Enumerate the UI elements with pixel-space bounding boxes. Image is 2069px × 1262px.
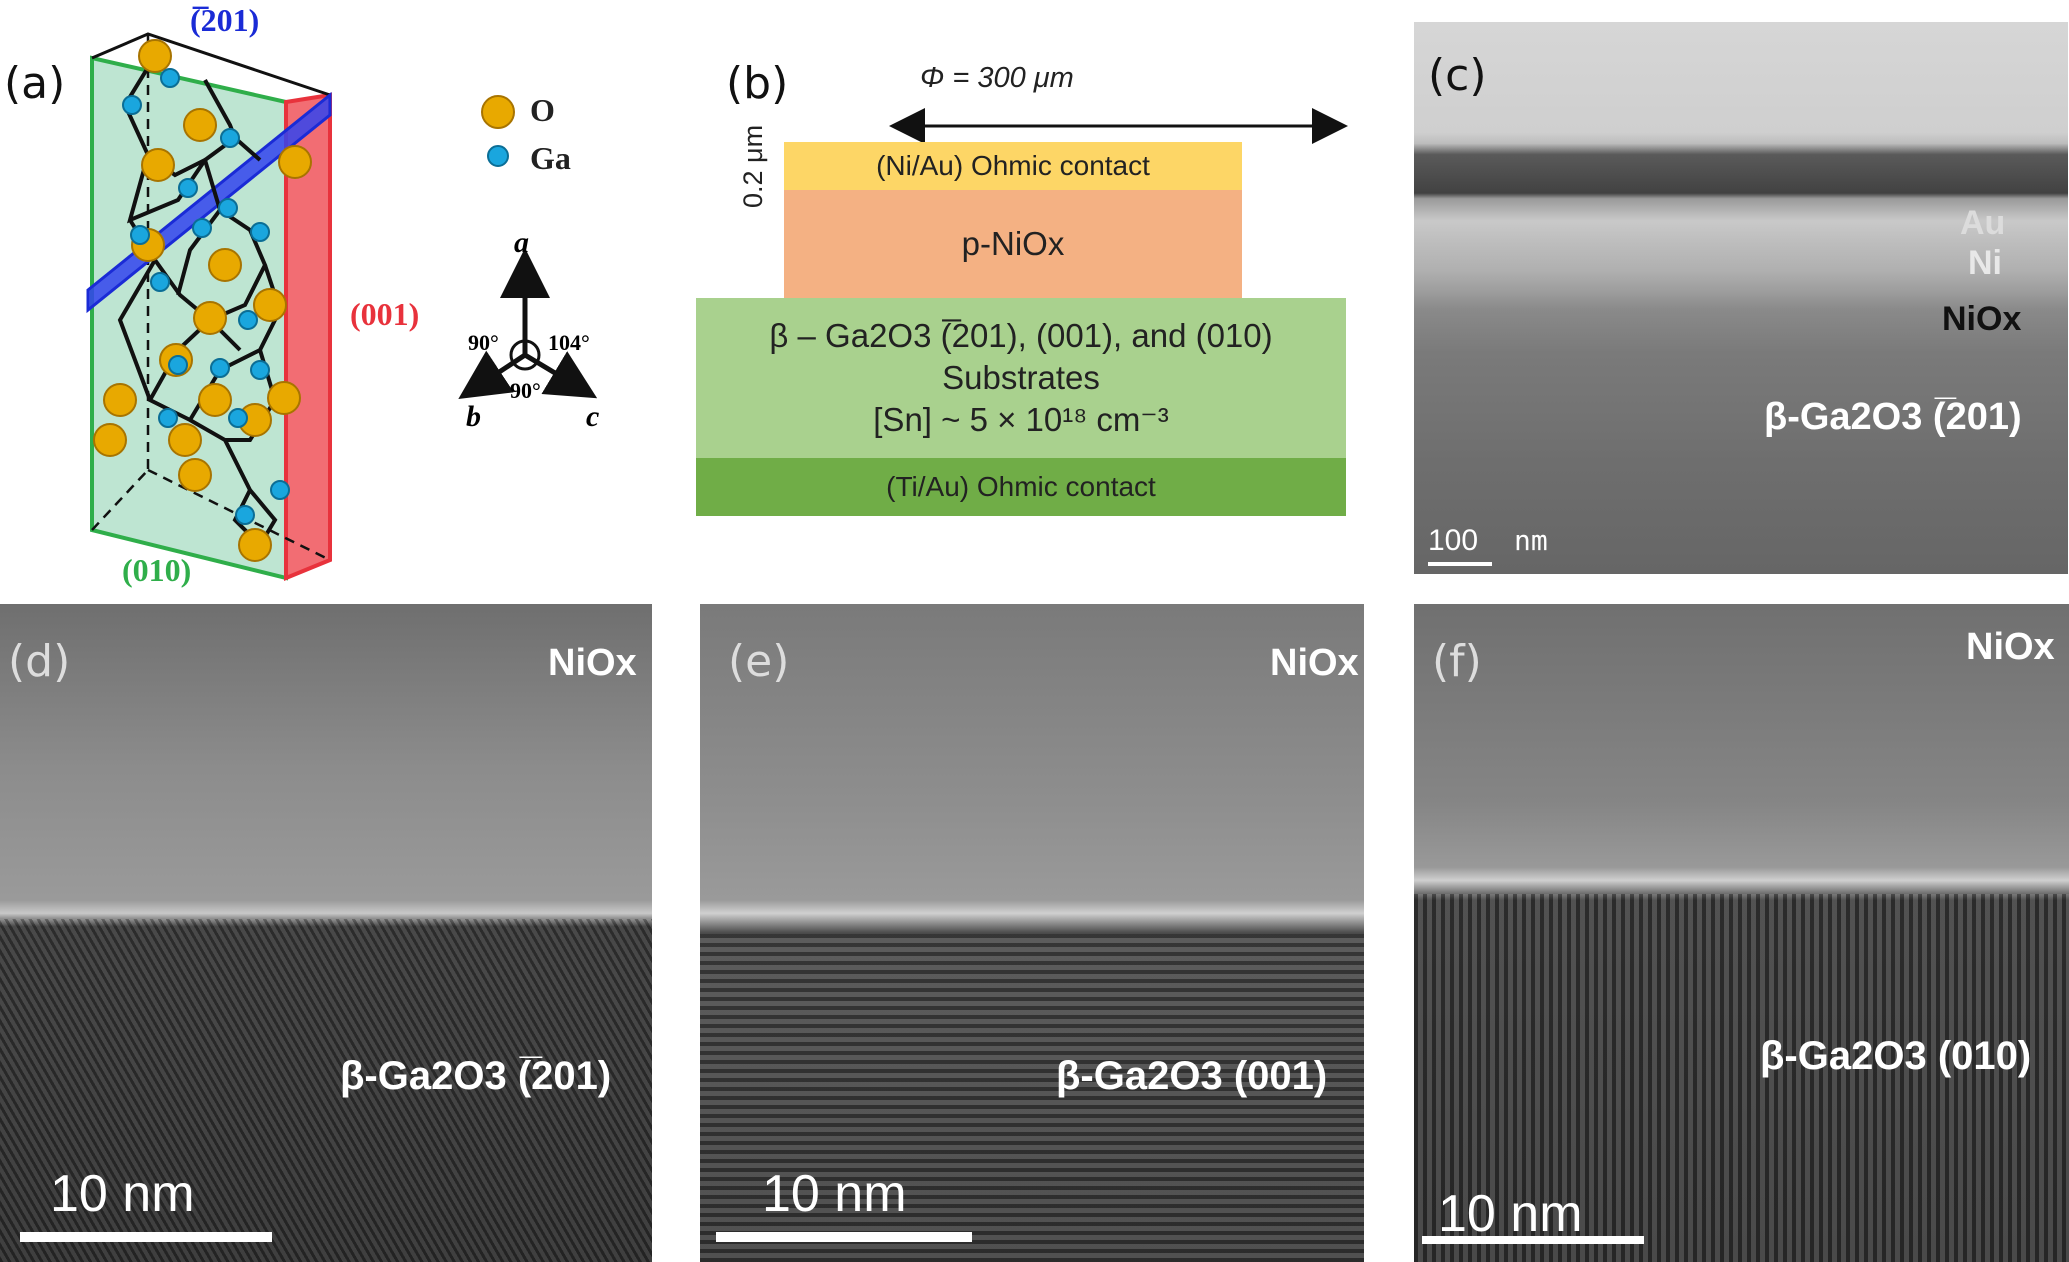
- panel-a-label: (a): [4, 58, 66, 109]
- gallium-legend-icon: [487, 145, 509, 167]
- layer-ni-label: Ni: [1968, 244, 2002, 282]
- angle-ab-label: 90°: [468, 330, 499, 355]
- panel-b: (b) Φ = 300 μm 0.2 μm (Ni/Au) Ohmic cont…: [680, 0, 1348, 600]
- axis-a-label: a: [514, 226, 529, 259]
- panel-b-label: (b): [726, 58, 789, 109]
- scale-text-e: 10 nm: [762, 1165, 907, 1223]
- plane-001-label: (001): [350, 296, 420, 332]
- scale-text-d: 10 nm: [50, 1165, 195, 1223]
- oxygen-legend-icon: [481, 95, 515, 129]
- panel-f-tem-image: (f) NiOx β-Ga2O3 (010) 10 nm: [1414, 604, 2069, 1262]
- scale-value-c: 100: [1428, 524, 1479, 557]
- nio-label-d: NiOx: [548, 642, 637, 684]
- gallium-atoms: [122, 68, 290, 525]
- thickness-label: 0.2 μm: [738, 124, 768, 208]
- top-contact-layer: (Ni/Au) Ohmic contact: [784, 142, 1242, 190]
- panel-d-label: (d): [8, 636, 71, 687]
- panel-c-tem-image: (c) Au Ni NiOx β-Ga2O3 (̅201) 100 nm: [1414, 22, 2068, 574]
- scale-bar-f: [1422, 1236, 1644, 1244]
- atom-legend-icons: [481, 95, 515, 167]
- scale-bar-e: [716, 1232, 972, 1242]
- substrate-label-c: β-Ga2O3 (̅201): [1764, 396, 2022, 438]
- axis-c-label: c: [586, 400, 600, 433]
- angle-bc-label: 90°: [510, 378, 541, 403]
- substrate-line-2: Substrates: [942, 359, 1100, 396]
- legend-gallium-label: Ga: [530, 140, 571, 176]
- panel-d-tem-image: (d) NiOx β-Ga2O3 (̅201) 10 nm: [0, 604, 652, 1262]
- layer-au-label: Au: [1960, 204, 2006, 242]
- scale-bar-c: [1428, 562, 1492, 566]
- nio-label-e: NiOx: [1270, 642, 1359, 684]
- crystal-structure-diagram: [86, 32, 332, 581]
- panel-e-tem-image: (e) NiOx β-Ga2O3 (001) 10 nm: [700, 604, 1364, 1262]
- diameter-label: Φ = 300 μm: [920, 62, 1074, 94]
- nio-label-f: NiOx: [1966, 626, 2055, 668]
- oxygen-atoms: [93, 39, 312, 562]
- legend-oxygen-label: O: [530, 92, 555, 128]
- panel-e-label: (e): [728, 636, 790, 687]
- panel-a: (a): [0, 0, 660, 600]
- nio-layer: p-NiOx: [784, 190, 1242, 298]
- axis-b-label: b: [466, 400, 481, 433]
- scale-unit-c: nm: [1514, 524, 1548, 557]
- substrate-label-f: β-Ga2O3 (010): [1760, 1034, 2032, 1078]
- plane-001-face: [284, 92, 332, 581]
- substrate-line-1: β – Ga2O3 (̅201), (001), and (010): [769, 317, 1273, 354]
- substrate-layer: β – Ga2O3 (̅201), (001), and (010) Subst…: [696, 298, 1346, 458]
- crystal-axes-icon: [458, 248, 598, 400]
- substrate-label-e: β-Ga2O3 (001): [1056, 1054, 1328, 1098]
- scale-text-f: 10 nm: [1438, 1185, 1583, 1243]
- scale-bar-d: [20, 1232, 272, 1242]
- panel-f-label: (f): [1432, 636, 1482, 687]
- plane-201-label: (̅201): [190, 2, 260, 38]
- layer-nio-label: NiOx: [1942, 300, 2022, 338]
- angle-ac-label: 104°: [548, 330, 590, 355]
- bottom-contact-layer: (Ti/Au) Ohmic contact: [696, 458, 1346, 516]
- plane-010-label: (010): [122, 552, 192, 588]
- substrate-line-3: [Sn] ~ 5 × 10¹⁸ cm⁻³: [873, 401, 1169, 438]
- panel-c-label: (c): [1428, 50, 1487, 101]
- substrate-label-d: β-Ga2O3 (̅201): [340, 1054, 612, 1098]
